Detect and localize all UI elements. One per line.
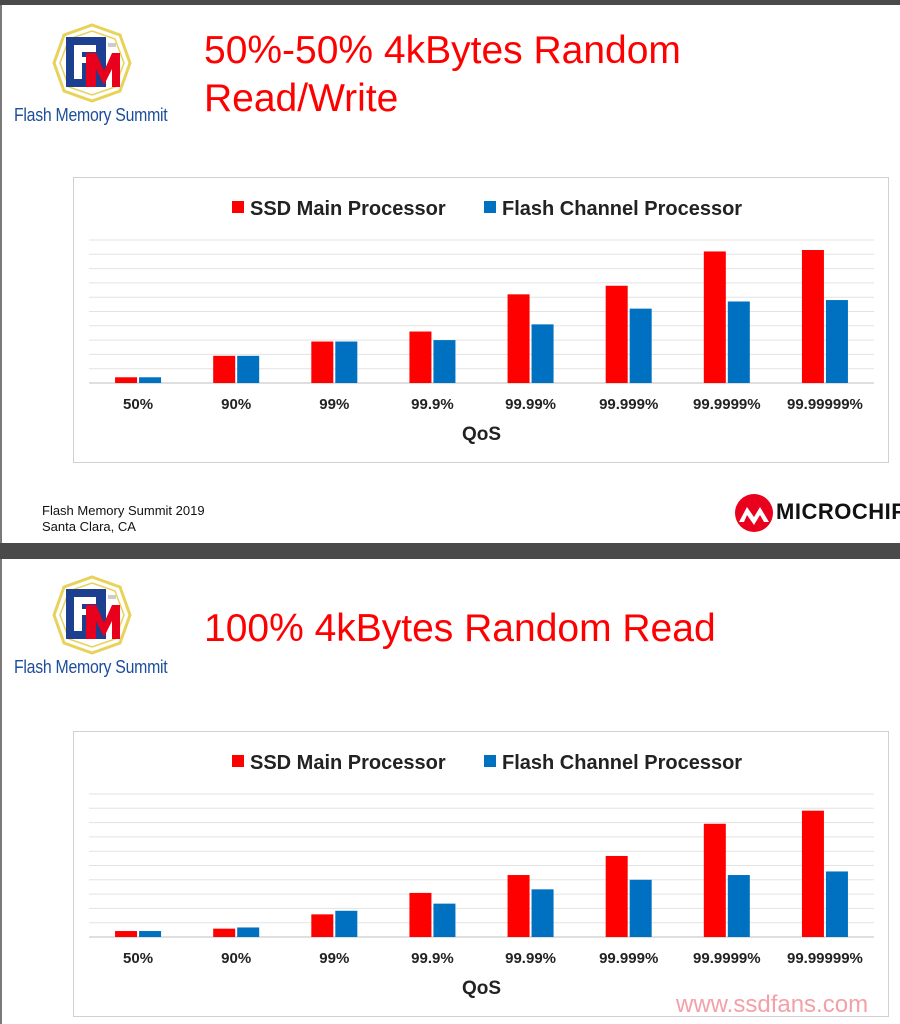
- microchip-icon: [735, 494, 773, 532]
- chart-random-read: SSD Main Processor Flash Channel Processo…: [73, 731, 889, 1017]
- legend-label: SSD Main Processor: [250, 198, 446, 220]
- slide-title-line1: 50%-50% 4kBytes Random: [204, 29, 681, 72]
- x-tick-label: 99.9%: [411, 396, 454, 413]
- legend-swatch: [232, 755, 244, 767]
- legend-swatch: [484, 755, 496, 767]
- bar: [213, 355, 236, 383]
- fms-logo-text: Flash Memory Summit: [14, 657, 168, 677]
- fms-logo: Flash Memory Summit: [12, 23, 172, 125]
- footer-location: Santa Clara, CA: [42, 519, 136, 534]
- x-tick-label: 99.999%: [599, 950, 658, 967]
- bar: [531, 889, 554, 937]
- x-tick-label: 99.999%: [599, 396, 658, 413]
- slide-title-line1: 100% 4kBytes Random Read: [204, 607, 716, 650]
- bar: [237, 355, 260, 383]
- bar: [507, 875, 530, 937]
- x-tick-label: 99.99%: [505, 396, 556, 413]
- slide-title: 100% 4kBytes Random Read: [204, 605, 716, 653]
- x-tick-label: 99.9999%: [693, 950, 761, 967]
- bar: [531, 324, 554, 383]
- bar: [629, 308, 652, 383]
- bar: [605, 855, 628, 937]
- bar: [237, 927, 260, 937]
- microchip-wordmark: MICROCHIP: [776, 499, 900, 524]
- x-tick-label: 90%: [221, 950, 251, 967]
- bar: [311, 914, 334, 937]
- bar: [703, 823, 726, 937]
- bar: [629, 879, 652, 937]
- bar: [605, 285, 628, 383]
- x-tick-label: 99.99%: [505, 950, 556, 967]
- legend-swatch: [484, 201, 496, 213]
- x-tick-label: 99.99999%: [787, 396, 863, 413]
- bar: [825, 871, 848, 937]
- fms-logo-icon: [52, 575, 132, 655]
- x-tick-label: 90%: [221, 396, 251, 413]
- legend-label: SSD Main Processor: [250, 752, 446, 774]
- x-tick-label: 99%: [319, 396, 349, 413]
- slide-read-write: Flash Memory Summit 50%-50% 4kBytes Rand…: [0, 5, 900, 543]
- bar: [727, 875, 750, 937]
- x-tick-label: 99.9999%: [693, 396, 761, 413]
- chart-svg: SSD Main Processor Flash Channel Processo…: [89, 198, 874, 445]
- bar: [409, 892, 432, 937]
- bar: [801, 810, 824, 937]
- bar: [335, 341, 358, 383]
- legend-swatch: [232, 201, 244, 213]
- x-tick-label: 99.99999%: [787, 950, 863, 967]
- x-axis-title: QoS: [462, 978, 501, 999]
- legend-label: Flash Channel Processor: [502, 752, 742, 774]
- fms-logo: Flash Memory Summit: [12, 575, 172, 677]
- chart-svg: SSD Main Processor Flash Channel Processo…: [89, 752, 874, 999]
- bar: [507, 294, 530, 383]
- bar: [139, 377, 162, 383]
- fms-logo-icon: [52, 23, 132, 103]
- x-tick-label: 50%: [123, 950, 153, 967]
- bar: [703, 251, 726, 383]
- footer: Flash Memory Summit 2019 Santa Clara, CA: [42, 503, 205, 535]
- bar: [825, 300, 848, 383]
- bar: [433, 340, 456, 383]
- x-tick-label: 99%: [319, 950, 349, 967]
- fms-logo-text: Flash Memory Summit: [14, 105, 168, 125]
- slide-random-read: Flash Memory Summit 100% 4kBytes Random …: [0, 559, 900, 1024]
- x-tick-label: 50%: [123, 396, 153, 413]
- bar: [433, 903, 456, 937]
- bar: [115, 931, 138, 937]
- slide-title: 50%-50% 4kBytes Random Read/Write: [204, 27, 681, 123]
- chart-read-write: SSD Main Processor Flash Channel Processo…: [73, 177, 889, 463]
- watermark: www.ssdfans.com: [676, 991, 869, 1018]
- legend-label: Flash Channel Processor: [502, 198, 742, 220]
- bar: [213, 928, 236, 937]
- microchip-logo: MICROCHIP: [734, 491, 900, 535]
- bar: [139, 931, 162, 937]
- bar: [335, 910, 358, 937]
- slide-border: [0, 5, 2, 543]
- slide-border: [0, 559, 2, 1024]
- bar: [409, 331, 432, 383]
- bar: [727, 301, 750, 383]
- slide-title-line2: Read/Write: [204, 77, 399, 120]
- bar: [311, 341, 334, 383]
- x-tick-label: 99.9%: [411, 950, 454, 967]
- bar: [801, 250, 824, 383]
- footer-event: Flash Memory Summit 2019: [42, 503, 205, 518]
- x-axis-title: QoS: [462, 424, 501, 445]
- bar: [115, 377, 138, 383]
